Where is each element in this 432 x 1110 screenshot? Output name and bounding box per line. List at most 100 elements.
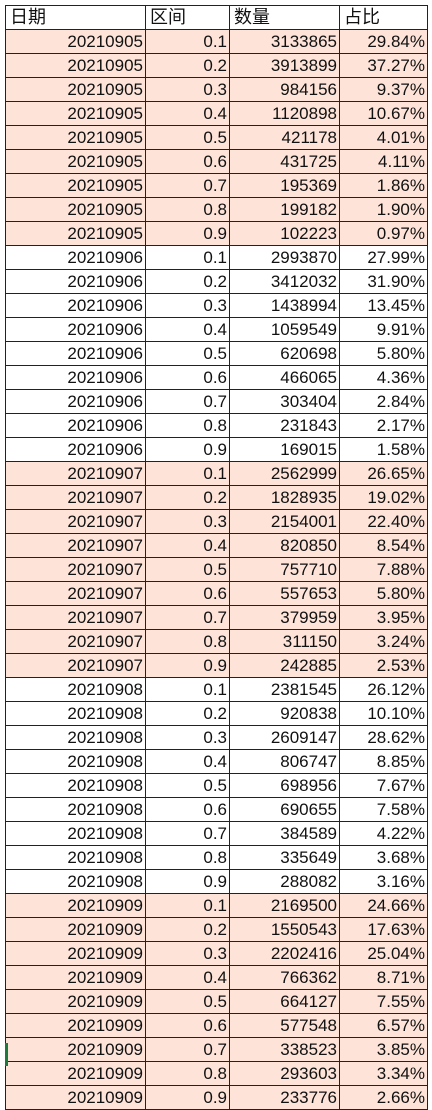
- cell-range[interactable]: 0.9: [145, 1085, 230, 1110]
- cell-count[interactable]: 335649: [229, 845, 340, 870]
- cell-range[interactable]: 0.3: [145, 509, 230, 534]
- cell-count[interactable]: 293603: [229, 1061, 340, 1086]
- cell-ratio[interactable]: 3.68%: [339, 845, 428, 870]
- cell-ratio[interactable]: 3.24%: [339, 629, 428, 654]
- cell-date[interactable]: 20210908: [5, 821, 146, 846]
- cell-ratio[interactable]: 1.58%: [339, 437, 428, 462]
- cell-date[interactable]: 20210905: [5, 29, 146, 54]
- cell-count[interactable]: 431725: [229, 149, 340, 174]
- cell-range[interactable]: 0.6: [145, 149, 230, 174]
- cell-range[interactable]: 0.4: [145, 749, 230, 774]
- cell-count[interactable]: 2993870: [229, 245, 340, 270]
- cell-range[interactable]: 0.4: [145, 317, 230, 342]
- cell-range[interactable]: 0.1: [145, 893, 230, 918]
- cell-count[interactable]: 231843: [229, 413, 340, 438]
- cell-count[interactable]: 1438994: [229, 293, 340, 318]
- cell-range[interactable]: 0.2: [145, 485, 230, 510]
- cell-ratio[interactable]: 2.53%: [339, 653, 428, 678]
- header-range[interactable]: 区间: [145, 5, 230, 30]
- cell-ratio[interactable]: 26.65%: [339, 461, 428, 486]
- cell-ratio[interactable]: 10.67%: [339, 101, 428, 126]
- cell-range[interactable]: 0.2: [145, 701, 230, 726]
- cell-ratio[interactable]: 10.10%: [339, 701, 428, 726]
- cell-range[interactable]: 0.2: [145, 917, 230, 942]
- cell-ratio[interactable]: 22.40%: [339, 509, 428, 534]
- cell-ratio[interactable]: 0.97%: [339, 221, 428, 246]
- cell-date[interactable]: 20210909: [5, 1061, 146, 1086]
- cell-ratio[interactable]: 1.90%: [339, 197, 428, 222]
- cell-count[interactable]: 311150: [229, 629, 340, 654]
- cell-date[interactable]: 20210905: [5, 149, 146, 174]
- cell-date[interactable]: 20210909: [5, 965, 146, 990]
- cell-count[interactable]: 3913899: [229, 53, 340, 78]
- cell-count[interactable]: 338523: [229, 1037, 340, 1062]
- cell-count[interactable]: 577548: [229, 1013, 340, 1038]
- cell-count[interactable]: 3412032: [229, 269, 340, 294]
- cell-date[interactable]: 20210908: [5, 797, 146, 822]
- cell-ratio[interactable]: 27.99%: [339, 245, 428, 270]
- cell-ratio[interactable]: 5.80%: [339, 581, 428, 606]
- cell-range[interactable]: 0.6: [145, 797, 230, 822]
- cell-ratio[interactable]: 4.22%: [339, 821, 428, 846]
- cell-date[interactable]: 20210909: [5, 941, 146, 966]
- cell-range[interactable]: 0.6: [145, 365, 230, 390]
- cell-date[interactable]: 20210908: [5, 677, 146, 702]
- cell-range[interactable]: 0.8: [145, 197, 230, 222]
- cell-count[interactable]: 920838: [229, 701, 340, 726]
- cell-ratio[interactable]: 7.67%: [339, 773, 428, 798]
- cell-date[interactable]: 20210906: [5, 269, 146, 294]
- cell-range[interactable]: 0.3: [145, 725, 230, 750]
- cell-ratio[interactable]: 8.85%: [339, 749, 428, 774]
- cell-ratio[interactable]: 2.17%: [339, 413, 428, 438]
- cell-ratio[interactable]: 8.54%: [339, 533, 428, 558]
- cell-range[interactable]: 0.1: [145, 461, 230, 486]
- cell-date[interactable]: 20210908: [5, 701, 146, 726]
- header-count[interactable]: 数量: [229, 5, 340, 30]
- cell-date[interactable]: 20210905: [5, 125, 146, 150]
- cell-ratio[interactable]: 3.95%: [339, 605, 428, 630]
- cell-date[interactable]: 20210909: [5, 1085, 146, 1110]
- cell-date[interactable]: 20210909: [5, 1037, 146, 1062]
- cell-ratio[interactable]: 13.45%: [339, 293, 428, 318]
- cell-date[interactable]: 20210908: [5, 869, 146, 894]
- cell-range[interactable]: 0.9: [145, 221, 230, 246]
- cell-range[interactable]: 0.5: [145, 341, 230, 366]
- cell-count[interactable]: 557653: [229, 581, 340, 606]
- cell-range[interactable]: 0.7: [145, 605, 230, 630]
- cell-ratio[interactable]: 2.84%: [339, 389, 428, 414]
- cell-count[interactable]: 303404: [229, 389, 340, 414]
- cell-count[interactable]: 1550543: [229, 917, 340, 942]
- cell-date[interactable]: 20210909: [5, 917, 146, 942]
- cell-count[interactable]: 1120898: [229, 101, 340, 126]
- cell-range[interactable]: 0.3: [145, 77, 230, 102]
- cell-count[interactable]: 195369: [229, 173, 340, 198]
- cell-count[interactable]: 766362: [229, 965, 340, 990]
- cell-count[interactable]: 199182: [229, 197, 340, 222]
- header-date[interactable]: 日期: [5, 5, 146, 30]
- cell-count[interactable]: 233776: [229, 1085, 340, 1110]
- cell-count[interactable]: 1828935: [229, 485, 340, 510]
- cell-date[interactable]: 20210906: [5, 437, 146, 462]
- cell-ratio[interactable]: 25.04%: [339, 941, 428, 966]
- cell-count[interactable]: 806747: [229, 749, 340, 774]
- cell-range[interactable]: 0.5: [145, 989, 230, 1014]
- cell-range[interactable]: 0.8: [145, 629, 230, 654]
- cell-date[interactable]: 20210907: [5, 533, 146, 558]
- cell-date[interactable]: 20210905: [5, 101, 146, 126]
- cell-range[interactable]: 0.2: [145, 53, 230, 78]
- cell-ratio[interactable]: 7.55%: [339, 989, 428, 1014]
- cell-count[interactable]: 288082: [229, 869, 340, 894]
- cell-range[interactable]: 0.4: [145, 965, 230, 990]
- cell-ratio[interactable]: 9.91%: [339, 317, 428, 342]
- cell-range[interactable]: 0.4: [145, 533, 230, 558]
- cell-ratio[interactable]: 9.37%: [339, 77, 428, 102]
- cell-ratio[interactable]: 4.01%: [339, 125, 428, 150]
- cell-date[interactable]: 20210906: [5, 341, 146, 366]
- cell-range[interactable]: 0.6: [145, 1013, 230, 1038]
- cell-count[interactable]: 3133865: [229, 29, 340, 54]
- cell-date[interactable]: 20210907: [5, 581, 146, 606]
- cell-date[interactable]: 20210909: [5, 989, 146, 1014]
- cell-count[interactable]: 2562999: [229, 461, 340, 486]
- cell-range[interactable]: 0.3: [145, 941, 230, 966]
- cell-count[interactable]: 169015: [229, 437, 340, 462]
